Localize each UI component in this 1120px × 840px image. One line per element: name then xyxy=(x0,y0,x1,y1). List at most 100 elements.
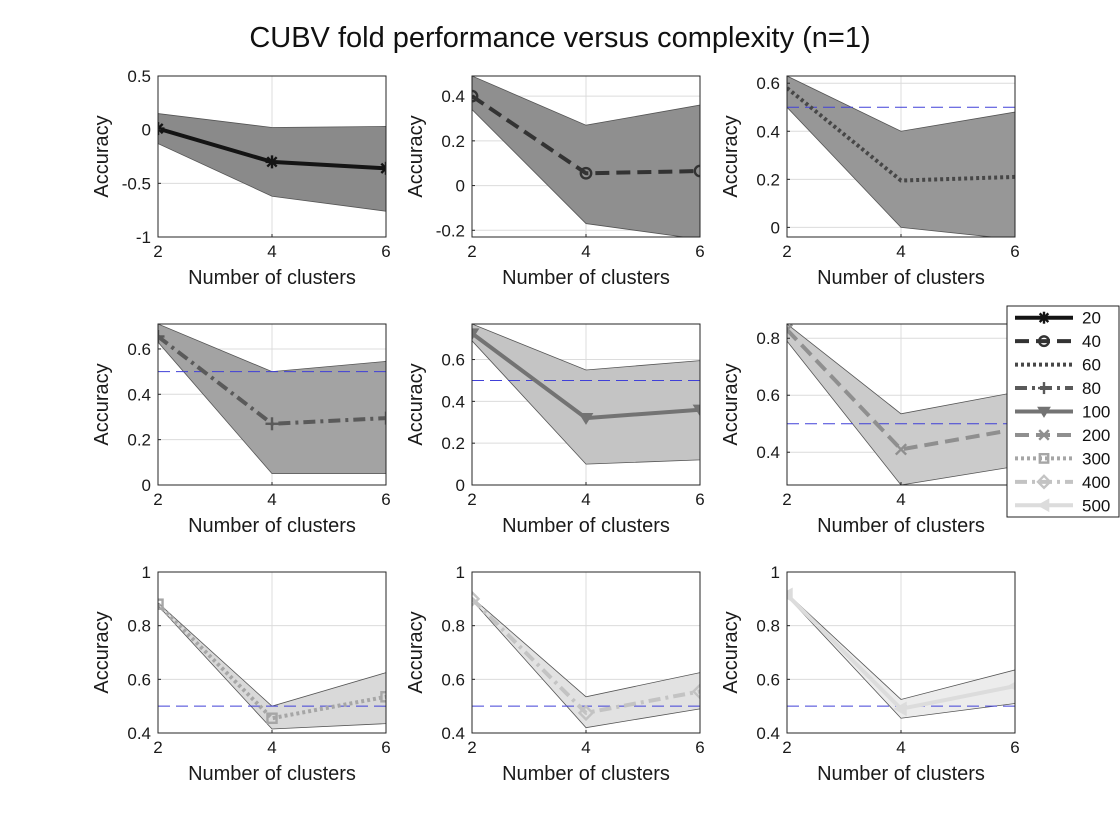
x-tick-label: 2 xyxy=(467,242,476,261)
plot-area xyxy=(472,590,700,729)
y-axis-label: Accuracy xyxy=(91,611,113,693)
legend-label: 100 xyxy=(1082,403,1110,422)
y-tick-label: 0.2 xyxy=(441,132,465,151)
plot-area xyxy=(787,324,1015,485)
x-tick-label: 4 xyxy=(896,490,905,509)
data-point xyxy=(472,89,479,103)
x-tick-label: 4 xyxy=(267,738,276,757)
y-tick-label: 0.4 xyxy=(127,724,151,743)
y-tick-label: 0.6 xyxy=(441,670,465,689)
x-tick-label: 4 xyxy=(581,242,590,261)
data-point xyxy=(379,411,386,425)
plot-area xyxy=(787,587,1015,719)
x-axis-label: Number of clusters xyxy=(502,515,670,537)
y-tick-label: 1 xyxy=(456,563,465,582)
legend-item-60: 60 xyxy=(1015,356,1101,375)
x-tick-label: 6 xyxy=(381,242,390,261)
y-tick-label: 0 xyxy=(771,218,780,237)
x-tick-label: 2 xyxy=(782,490,791,509)
x-tick-label: 2 xyxy=(467,490,476,509)
confidence-band xyxy=(787,76,1015,237)
y-tick-label: 0.4 xyxy=(127,385,151,404)
subplot-40: 2 4 6 -0.2 0 0.2 0.4 Number of clusters Accuracy xyxy=(405,75,705,289)
figure-title: CUBV fold performance versus complexity … xyxy=(249,22,870,54)
x-tick-label: 2 xyxy=(153,738,162,757)
subplot-grid: 2 4 6 -1 -0.5 0 0.5 Number of clusters Accuracy 2… xyxy=(91,67,1020,785)
y-tick-label: 0.4 xyxy=(441,724,465,743)
y-axis-label: Accuracy xyxy=(405,611,427,693)
data-point xyxy=(265,155,279,169)
y-tick-label: 0.6 xyxy=(756,74,780,93)
data-point xyxy=(1007,681,1015,691)
legend-marker xyxy=(1038,382,1050,395)
y-tick-label: 0.4 xyxy=(756,122,780,141)
y-tick-label: 0.5 xyxy=(127,67,151,86)
y-axis-label: Accuracy xyxy=(91,363,113,445)
y-tick-label: 0.8 xyxy=(756,329,780,348)
series-line xyxy=(787,86,1015,183)
legend-item-200: 200 xyxy=(1015,426,1110,445)
subplot-80: 2 4 6 0 0.2 0.4 0.6 Number of clusters Accuracy xyxy=(91,323,391,537)
x-tick-label: 6 xyxy=(381,738,390,757)
subplot-100: 2 4 6 0 0.2 0.4 0.6 Number of clusters Accuracy xyxy=(405,323,705,537)
y-tick-label: 0.8 xyxy=(127,617,151,636)
legend-marker xyxy=(1038,452,1050,464)
legend-marker xyxy=(1037,406,1051,418)
x-axis-label: Number of clusters xyxy=(188,267,356,289)
plot-area xyxy=(787,76,1015,237)
y-tick-label: 1 xyxy=(771,563,780,582)
x-tick-label: 4 xyxy=(581,490,590,509)
data-point xyxy=(579,166,593,180)
legend-item-300: 300 xyxy=(1015,449,1110,468)
y-tick-label: 0 xyxy=(142,476,151,495)
plot-area xyxy=(158,598,386,730)
x-axis-label: Number of clusters xyxy=(502,763,670,785)
data-point xyxy=(380,691,386,703)
x-axis-label: Number of clusters xyxy=(188,515,356,537)
y-tick-label: 1 xyxy=(142,563,151,582)
y-axis-label: Accuracy xyxy=(91,115,113,197)
x-tick-label: 6 xyxy=(1010,738,1019,757)
y-tick-label: 0.8 xyxy=(441,617,465,636)
confidence-band xyxy=(472,324,700,465)
data-point xyxy=(472,590,481,608)
x-tick-label: 4 xyxy=(581,738,590,757)
x-tick-label: 6 xyxy=(695,738,704,757)
data-point xyxy=(787,587,793,603)
series-line xyxy=(787,328,1015,452)
series-line xyxy=(472,597,700,715)
data-point xyxy=(692,404,700,417)
subplot-400: 2 4 6 0.4 0.6 0.8 1 Number of clusters Accuracy xyxy=(405,563,705,785)
plot-area xyxy=(158,113,386,212)
legend-label: 60 xyxy=(1082,356,1101,375)
y-axis-label: Accuracy xyxy=(405,115,427,197)
subplot-20: 2 4 6 -1 -0.5 0 0.5 Number of clusters Accuracy xyxy=(91,67,391,289)
data-point xyxy=(472,328,480,341)
y-tick-label: -1 xyxy=(136,228,151,247)
y-tick-label: 0 xyxy=(142,121,151,140)
legend-item-100: 100 xyxy=(1015,403,1110,422)
y-tick-label: -0.5 xyxy=(122,174,151,193)
legend-label: 80 xyxy=(1082,379,1101,398)
x-tick-label: 2 xyxy=(782,242,791,261)
data-point xyxy=(691,683,700,700)
x-tick-label: 6 xyxy=(1010,242,1019,261)
x-axis-label: Number of clusters xyxy=(817,763,985,785)
subplot-500: 2 4 6 0.4 0.6 0.8 1 Number of clusters Accuracy xyxy=(720,563,1020,785)
legend-marker xyxy=(1038,311,1050,324)
y-tick-label: 0 xyxy=(456,177,465,196)
x-tick-label: 4 xyxy=(896,242,905,261)
data-point xyxy=(893,701,907,717)
data-point xyxy=(577,704,595,722)
y-tick-label: 0.4 xyxy=(756,443,780,462)
legend-label: 300 xyxy=(1082,449,1110,468)
legend-label: 200 xyxy=(1082,426,1110,445)
data-point xyxy=(158,329,165,343)
plot-area xyxy=(472,324,700,465)
confidence-band xyxy=(787,324,1015,485)
y-axis-label: Accuracy xyxy=(720,115,742,197)
legend-marker xyxy=(1038,429,1050,441)
legend-marker xyxy=(1036,498,1050,513)
legend-marker xyxy=(1036,474,1052,490)
y-tick-label: 0.6 xyxy=(441,351,465,370)
